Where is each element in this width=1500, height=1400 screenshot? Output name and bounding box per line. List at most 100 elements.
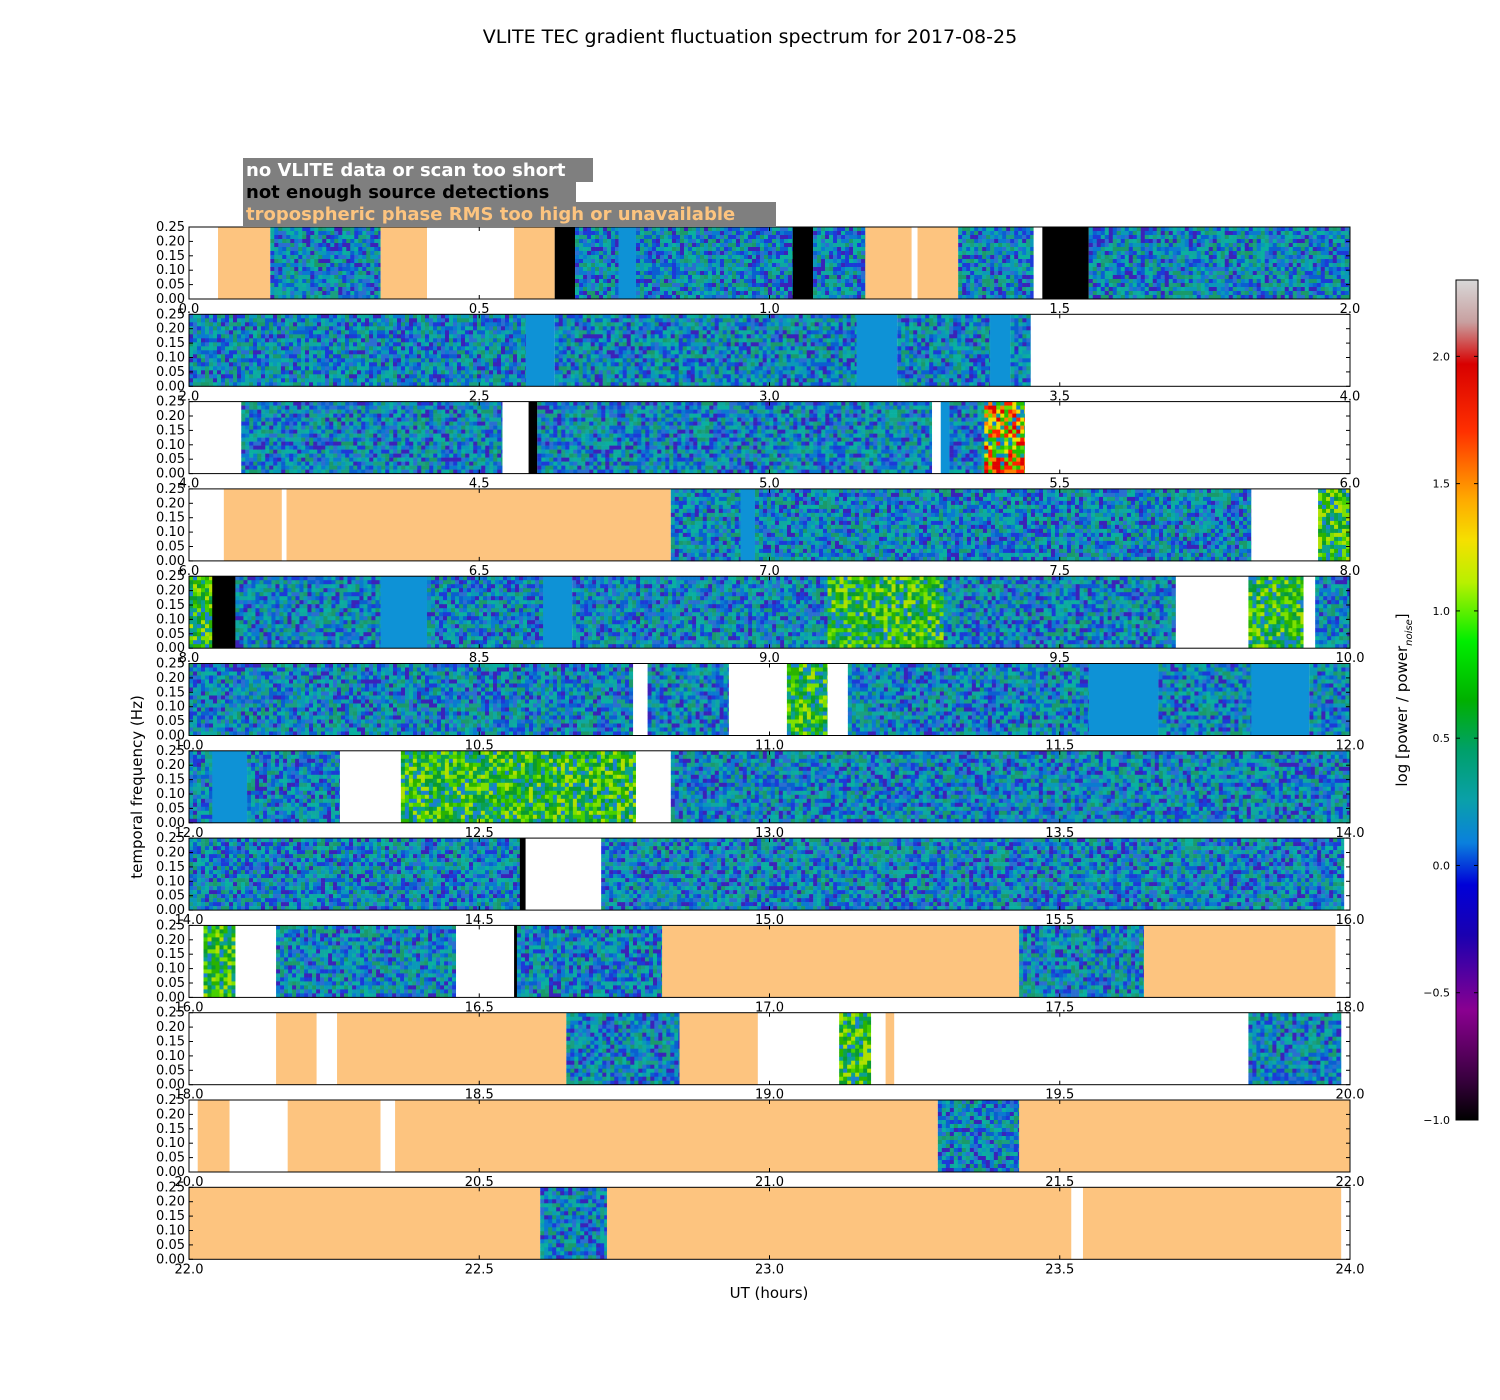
spectrum-block — [938, 1100, 1020, 1172]
status-block-none — [636, 751, 671, 823]
x-tick-label: 24.0 — [1336, 1262, 1365, 1277]
colorbar-gradient — [1456, 280, 1478, 1120]
status-block-none — [282, 489, 287, 561]
y-tick-label: 0.05 — [156, 452, 185, 467]
y-tick-label: 0.10 — [156, 263, 185, 278]
spectrum-block — [241, 402, 503, 474]
status-block-none — [828, 664, 848, 736]
y-tick-label: 0.25 — [156, 1180, 185, 1195]
y-tick-label: 0.10 — [156, 1136, 185, 1151]
panel-1: 0.000.050.100.150.200.252.0 2.5 3.0 3.5 4.0 — [156, 307, 1360, 404]
y-tick-label: 0.15 — [156, 773, 185, 788]
y-tick-label: 0.05 — [156, 1238, 185, 1253]
panel-4: 0.000.050.100.150.200.258.0 8.5 9.0 9.5 10.0 — [156, 569, 1364, 666]
status-block-none — [1025, 402, 1350, 474]
colorbar: −1.0−0.50.00.51.01.52.0 log [power / pow… — [1393, 280, 1478, 1127]
spectrum-block — [427, 576, 543, 648]
y-tick-label: 0.25 — [156, 657, 185, 672]
y-tick-label: 0.15 — [156, 336, 185, 351]
spectrum-block — [276, 925, 456, 997]
status-block-trop — [1019, 1100, 1350, 1172]
status-block-none — [1335, 925, 1350, 997]
status-block-trop — [1083, 1187, 1341, 1259]
y-tick-label: 0.20 — [156, 496, 185, 511]
status-block-none — [317, 1013, 337, 1085]
spectrum-block — [566, 1013, 679, 1085]
status-block-none — [1176, 576, 1249, 648]
status-block-flat — [740, 489, 755, 561]
status-block-none — [456, 925, 514, 997]
spectrum-block — [958, 227, 1034, 299]
y-tick-label: 0.25 — [156, 918, 185, 933]
y-tick-label: 0.20 — [156, 1195, 185, 1210]
spectrum-block — [270, 227, 381, 299]
status-block-none — [189, 227, 218, 299]
spectrum-block — [540, 1187, 607, 1259]
y-tick-label: 0.20 — [156, 933, 185, 948]
colorbar-tick-label: 2.0 — [1433, 350, 1451, 363]
y-tick-label: 0.15 — [156, 249, 185, 264]
spectrum-block — [1248, 576, 1303, 648]
status-block-flat — [381, 576, 427, 648]
spectrum-block — [848, 664, 1089, 736]
spectrum-block — [648, 664, 730, 736]
status-block-trop — [395, 1100, 938, 1172]
y-tick-label: 0.25 — [156, 1006, 185, 1021]
colorbar-tick-label: −0.5 — [1423, 987, 1450, 1000]
status-block-low — [529, 402, 538, 474]
legend: no VLITE data or scan too short not enou… — [243, 158, 776, 226]
y-tick-label: 0.15 — [156, 511, 185, 526]
spectrum-block — [1248, 1013, 1341, 1085]
y-tick-label: 0.25 — [156, 1093, 185, 1108]
chart-title: VLITE TEC gradient fluctuation spectrum … — [483, 26, 1017, 48]
y-tick-label: 0.20 — [156, 234, 185, 249]
y-tick-label: 0.15 — [156, 685, 185, 700]
y-tick-label: 0.10 — [156, 1224, 185, 1239]
spectrum-block — [1309, 664, 1350, 736]
y-tick-label: 0.20 — [156, 846, 185, 861]
y-tick-label: 0.05 — [156, 1063, 185, 1078]
spectrum-block — [636, 227, 793, 299]
status-block-trop — [381, 227, 427, 299]
status-block-flat — [543, 576, 572, 648]
status-block-none — [189, 925, 204, 997]
spectrum-block — [813, 227, 866, 299]
status-block-none — [932, 402, 941, 474]
y-tick-label: 0.05 — [156, 714, 185, 729]
spectrum-block — [555, 314, 857, 386]
status-block-trop — [607, 1187, 1071, 1259]
spectrum-block — [189, 576, 213, 648]
status-block-low — [1042, 227, 1088, 299]
status-block-none — [1034, 227, 1043, 299]
status-block-low — [520, 838, 526, 910]
spectrum-block — [517, 925, 662, 997]
y-tick-label: 0.25 — [156, 744, 185, 759]
spectrum-block — [671, 751, 1350, 823]
x-tick-label: 23.0 — [755, 1262, 784, 1277]
y-tick-label: 0.10 — [156, 351, 185, 366]
status-block-flat — [990, 314, 1010, 386]
status-block-none — [235, 925, 276, 997]
spectrum-block — [189, 314, 526, 386]
y-tick-label: 0.20 — [156, 409, 185, 424]
status-block-none — [1304, 576, 1316, 648]
status-block-trop — [337, 1013, 566, 1085]
colorbar-tick-label: −1.0 — [1423, 1114, 1450, 1127]
status-block-trop — [198, 1100, 230, 1172]
y-tick-label: 0.10 — [156, 438, 185, 453]
status-block-trop — [662, 925, 1019, 997]
y-tick-label: 0.15 — [156, 598, 185, 613]
y-tick-label: 0.05 — [156, 365, 185, 380]
panel-0: 0.000.050.100.150.200.250.0 0.5 1.0 1.5 2.0 — [156, 220, 1360, 317]
panel-2: 0.000.050.100.150.200.254.0 4.5 5.0 5.5 6.0 — [156, 395, 1360, 492]
spectrum-block — [235, 576, 380, 648]
legend-entry-trop-rms: tropospheric phase RMS too high or unava… — [246, 204, 735, 225]
status-block-none — [1071, 1187, 1083, 1259]
y-tick-label: 0.10 — [156, 1049, 185, 1064]
status-block-flat — [526, 314, 555, 386]
status-block-flat — [941, 402, 950, 474]
